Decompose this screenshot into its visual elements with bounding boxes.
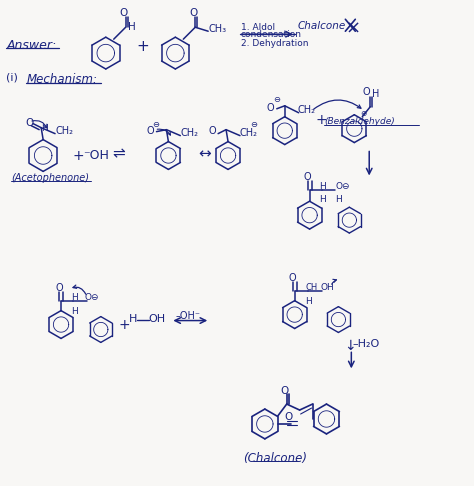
Text: O: O [289,273,296,283]
Text: H: H [71,293,78,302]
Text: CH₂: CH₂ [180,128,198,138]
Text: H: H [319,182,326,191]
Text: (Chalcone): (Chalcone) [243,452,307,465]
Text: O: O [304,173,311,182]
Text: CH: CH [306,283,318,292]
Text: +: + [316,113,327,127]
Text: (Benzaldehyde): (Benzaldehyde) [325,117,395,126]
Text: ⊖: ⊖ [273,95,280,104]
Text: O: O [55,283,63,293]
Text: O: O [119,8,128,18]
Text: H: H [41,123,48,133]
Text: ↔: ↔ [198,147,211,161]
Text: CH₂: CH₂ [240,128,258,138]
Text: O: O [25,118,34,128]
FancyArrowPatch shape [73,285,86,294]
Text: H: H [336,195,342,204]
Text: O: O [208,126,216,136]
Text: +: + [137,39,149,54]
Text: +: + [73,149,84,162]
Text: Answer:: Answer: [6,39,56,52]
Text: O: O [284,412,293,422]
Text: (Acetophenone): (Acetophenone) [11,174,89,183]
Text: Mechanism:: Mechanism: [26,73,97,86]
Text: condensation: condensation [241,30,302,39]
Text: H: H [128,22,136,32]
Text: O: O [267,103,274,113]
FancyArrowPatch shape [314,100,361,109]
Text: O: O [189,8,197,18]
Text: +: + [118,317,130,331]
FancyArrowPatch shape [332,279,337,284]
Text: ⁻OH: ⁻OH [83,149,109,161]
Text: H: H [71,307,78,315]
Text: H: H [128,313,137,324]
Text: 1. Aldol: 1. Aldol [241,23,275,32]
Text: H: H [319,195,326,204]
Text: O: O [281,386,289,396]
Text: ⊕: ⊕ [360,109,367,118]
Text: H: H [306,296,312,306]
Text: OH: OH [148,313,165,324]
Text: ×: × [346,19,361,37]
Text: Chalcone: Chalcone [298,21,346,31]
FancyArrowPatch shape [157,129,171,135]
FancyArrowPatch shape [32,121,47,128]
Text: ↓: ↓ [345,339,356,353]
Text: OH: OH [320,283,334,292]
Text: O: O [146,126,154,136]
Text: CH₃: CH₃ [208,24,226,34]
Text: CH₂: CH₂ [298,105,316,115]
Text: ⇌: ⇌ [113,147,126,161]
Text: O⊖: O⊖ [336,182,350,191]
Text: O: O [363,87,370,97]
Text: 2. Dehydration: 2. Dehydration [241,39,309,48]
Text: –H₂O: –H₂O [352,339,380,349]
Text: H: H [372,89,380,99]
Text: (i): (i) [6,73,18,83]
Text: O⊖: O⊖ [85,293,100,302]
Text: –OH⁻: –OH⁻ [175,311,201,321]
Text: ⊖: ⊖ [153,120,159,129]
Text: ⊖: ⊖ [250,120,257,129]
Text: CH₂: CH₂ [55,126,73,136]
